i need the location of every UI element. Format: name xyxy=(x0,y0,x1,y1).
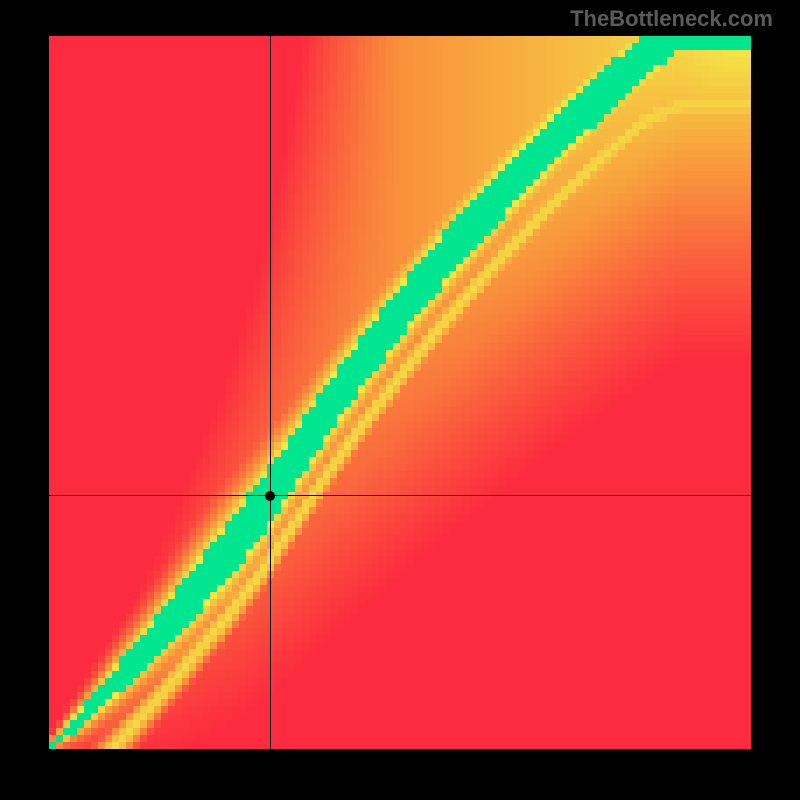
heatmap-canvas xyxy=(49,36,751,749)
crosshair-vertical xyxy=(270,36,271,749)
watermark-text: TheBottleneck.com xyxy=(570,6,773,32)
chart-container: TheBottleneck.com xyxy=(0,0,800,800)
crosshair-horizontal xyxy=(49,495,751,496)
crosshair-point xyxy=(265,491,275,501)
